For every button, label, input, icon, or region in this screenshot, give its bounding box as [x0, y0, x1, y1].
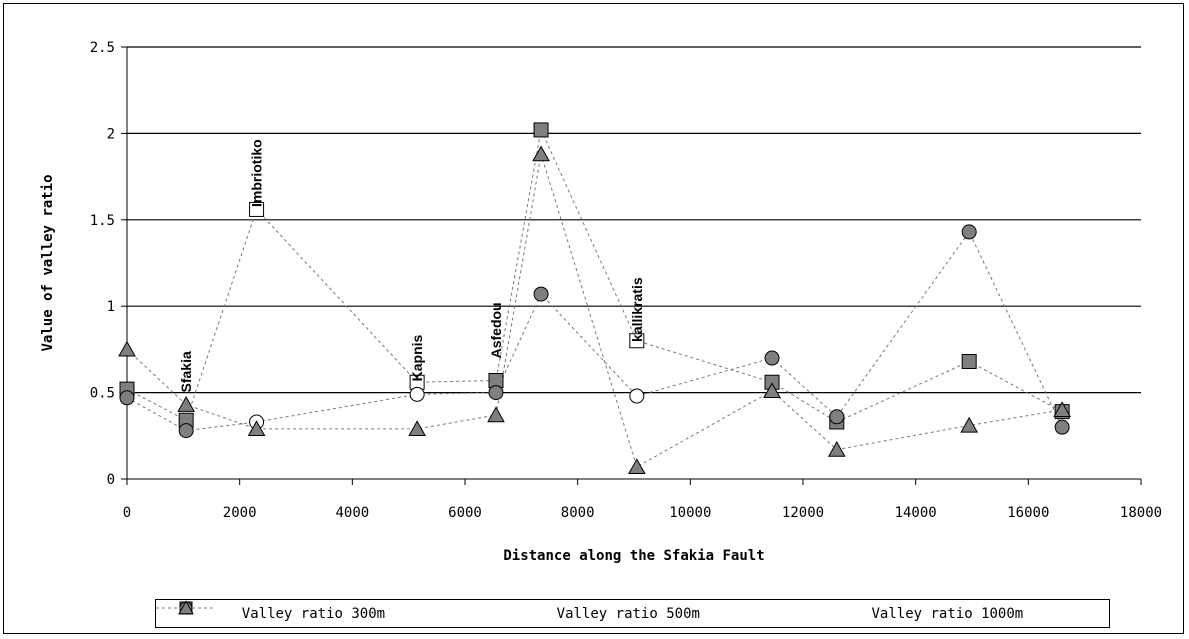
data-point-circle — [1054, 419, 1070, 435]
axes: 0 0.5 1 1.5 2 2.5 0 2000 4000 6000 8000 10000 12000 1… — [90, 40, 1162, 521]
data-point-triangle — [960, 416, 979, 433]
x-tick-label: 0 — [123, 505, 131, 521]
data-point-triangle — [177, 396, 196, 412]
x-tick-label: 4000 — [335, 505, 369, 521]
data-point-triangle — [827, 440, 846, 457]
data-point-circle — [488, 385, 504, 401]
legend-label: Valley ratio 1000m — [871, 605, 1024, 622]
x-tick-label: 2000 — [223, 505, 257, 521]
grid-lines — [127, 46, 1141, 394]
annotation-label: Kapnis — [409, 334, 425, 381]
x-tick-label: 6000 — [448, 505, 482, 521]
data-point-square — [961, 353, 977, 369]
x-tick-label: 12000 — [782, 505, 824, 521]
y-tick-label: 2.5 — [90, 40, 115, 56]
annotation-label: Asfedou — [488, 302, 504, 358]
data-point-triangle — [627, 458, 646, 475]
chart-frame — [3, 3, 1184, 634]
legend: Valley ratio 300m Valley ratio 500m Valley… — [155, 599, 1110, 628]
legend-label: Valley ratio 500m — [556, 605, 700, 622]
y-tick-label: 0 — [107, 472, 115, 488]
series-line-square — [126, 128, 1063, 423]
x-tick-label: 8000 — [561, 505, 595, 521]
y-tick-label: 1.5 — [90, 213, 115, 229]
data-point-triangle — [247, 420, 266, 437]
annotation-label: Sfakia — [178, 351, 194, 392]
data-point-triangle — [532, 145, 550, 162]
data-point-circle — [829, 409, 845, 425]
annotation-label: kallikratis — [629, 277, 645, 342]
x-tick-label: 18000 — [1120, 505, 1162, 521]
data-point-triangle — [118, 340, 136, 357]
data-point-square — [533, 122, 549, 138]
data-point-circle — [119, 390, 135, 406]
data-point-circle — [764, 350, 780, 366]
legend-entry: Valley ratio 300m — [156, 601, 386, 622]
data-point-triangle — [763, 382, 781, 399]
data-point-square — [249, 201, 265, 217]
data-point-circle — [409, 386, 425, 402]
y-axis-title: Value of valley ratio — [40, 174, 56, 351]
data-point-triangle — [408, 420, 426, 437]
x-tick-label: 16000 — [1007, 505, 1049, 521]
legend-marker-triangle — [178, 600, 194, 615]
series-line-triangle — [126, 153, 1063, 468]
y-tick-label: 1 — [107, 299, 115, 315]
annotation-label: Imbriotiko — [249, 139, 265, 207]
data-point-circle — [533, 286, 549, 302]
legend-swatch-triangle — [156, 600, 216, 615]
data-point-square — [629, 333, 645, 349]
y-tick-label: 0.5 — [90, 386, 115, 402]
data-point-triangle — [487, 406, 505, 423]
annotations: Sfakia Imbriotiko Kapnis Asfedou kallikratis — [178, 139, 645, 392]
series-lines — [126, 128, 1063, 468]
data-point-triangle — [1053, 401, 1071, 418]
legend-entry: Valley ratio 500m — [156, 601, 700, 622]
y-tick-label: 2 — [107, 126, 115, 142]
legend-label: Valley ratio 300m — [241, 605, 386, 622]
series-line-circle — [126, 230, 1063, 432]
legend-entry: Valley ratio 1000m — [156, 600, 1024, 622]
x-tick-label: 10000 — [669, 505, 711, 521]
data-point-circle — [178, 423, 194, 439]
data-point-circle — [629, 388, 645, 404]
data-point-circle — [961, 224, 977, 240]
x-axis-title: Distance along the Sfakia Fault — [503, 548, 764, 564]
x-tick-label: 14000 — [895, 505, 937, 521]
series-markers — [118, 122, 1071, 475]
